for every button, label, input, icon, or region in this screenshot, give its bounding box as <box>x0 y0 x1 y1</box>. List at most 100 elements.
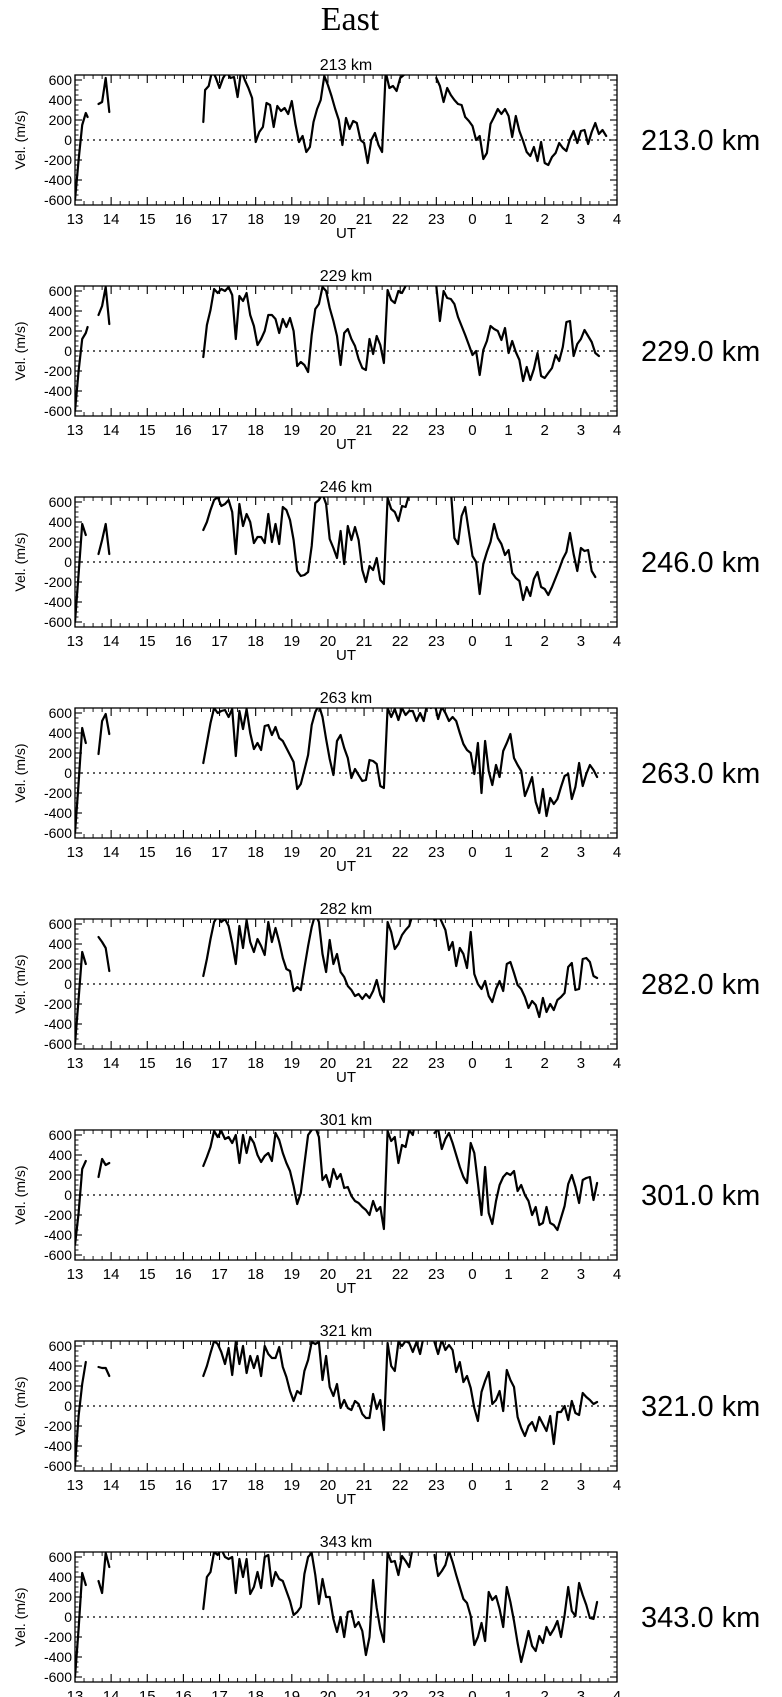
y-tick-label: -600 <box>44 1036 72 1052</box>
y-tick-label: -200 <box>44 996 72 1012</box>
y-tick-label: -400 <box>44 172 72 188</box>
panel-title: 301 km <box>320 1112 372 1129</box>
y-axis-label: Vel. (m/s) <box>12 532 28 591</box>
y-axis-label: Vel. (m/s) <box>12 1587 28 1646</box>
y-tick-label: -200 <box>44 785 72 801</box>
x-tick-label: 15 <box>139 211 156 228</box>
x-axis-label: UT <box>336 436 356 453</box>
y-axis-label: Vel. (m/s) <box>12 321 28 380</box>
x-tick-label: 23 <box>428 1477 445 1494</box>
altitude-label: 321.0 km <box>641 1391 760 1423</box>
x-tick-label: 14 <box>103 422 120 439</box>
panel-title: 343 km <box>320 1534 372 1551</box>
x-tick-label: 16 <box>175 211 192 228</box>
x-tick-label: 2 <box>541 211 549 228</box>
y-tick-label: 400 <box>49 1569 73 1585</box>
y-tick-label: -200 <box>44 1629 72 1645</box>
x-tick-label: 18 <box>247 1688 264 1697</box>
velocity-line-segment <box>433 1130 599 1232</box>
x-tick-label: 21 <box>356 422 373 439</box>
velocity-line-segment <box>97 1365 111 1378</box>
x-tick-label: 20 <box>320 1055 337 1072</box>
y-tick-label: -400 <box>44 594 72 610</box>
velocity-line-segment <box>97 935 111 973</box>
y-tick-label: -600 <box>44 614 72 630</box>
y-tick-label: 600 <box>49 1338 73 1354</box>
x-tick-label: 0 <box>468 844 476 861</box>
y-tick-label: 600 <box>49 72 73 88</box>
velocity-line-segment <box>435 76 608 167</box>
x-tick-label: 2 <box>541 1266 549 1283</box>
x-tick-label: 16 <box>175 1477 192 1494</box>
x-tick-label: 16 <box>175 1688 192 1697</box>
x-tick-label: 22 <box>392 422 409 439</box>
velocity-line-segment <box>75 1159 87 1247</box>
x-tick-label: 16 <box>175 1055 192 1072</box>
y-tick-label: -400 <box>44 383 72 399</box>
x-tick-label: 2 <box>541 1688 549 1697</box>
x-tick-label: 14 <box>103 633 120 650</box>
x-tick-label: 13 <box>67 422 84 439</box>
x-tick-label: 23 <box>428 1266 445 1283</box>
x-axis-label: UT <box>336 1280 356 1297</box>
y-tick-label: -200 <box>44 363 72 379</box>
y-tick-label: 200 <box>49 112 73 128</box>
x-tick-label: 4 <box>613 211 621 228</box>
x-tick-label: 3 <box>577 1055 585 1072</box>
altitude-label: 229.0 km <box>641 336 760 368</box>
x-tick-label: 21 <box>356 211 373 228</box>
y-tick-label: 600 <box>49 705 73 721</box>
y-tick-label: -600 <box>44 1247 72 1263</box>
x-tick-label: 4 <box>613 422 621 439</box>
x-tick-label: 17 <box>211 211 228 228</box>
x-tick-label: 21 <box>356 1055 373 1072</box>
x-tick-label: 0 <box>468 1266 476 1283</box>
data-series <box>75 497 597 624</box>
x-tick-label: 13 <box>67 211 84 228</box>
x-tick-label: 14 <box>103 844 120 861</box>
x-tick-label: 21 <box>356 1477 373 1494</box>
x-tick-label: 17 <box>211 1266 228 1283</box>
x-tick-label: 23 <box>428 1055 445 1072</box>
x-tick-label: 4 <box>613 1266 621 1283</box>
x-tick-label: 13 <box>67 1477 84 1494</box>
x-tick-label: 18 <box>247 1266 264 1283</box>
y-tick-label: 200 <box>49 1167 73 1183</box>
y-tick-label: 0 <box>64 1398 72 1414</box>
y-tick-label: 200 <box>49 1589 73 1605</box>
y-axis-label: Vel. (m/s) <box>12 110 28 169</box>
x-tick-label: 1 <box>504 1266 512 1283</box>
x-tick-label: 16 <box>175 844 192 861</box>
x-tick-label: 14 <box>103 1477 120 1494</box>
panel-title: 263 km <box>320 690 372 707</box>
x-tick-label: 3 <box>577 1266 585 1283</box>
x-tick-label: 19 <box>283 1266 300 1283</box>
x-tick-label: 18 <box>247 422 264 439</box>
x-tick-label: 21 <box>356 1266 373 1283</box>
y-tick-label: -600 <box>44 403 72 419</box>
x-tick-label: 2 <box>541 1477 549 1494</box>
x-tick-label: 2 <box>541 422 549 439</box>
x-tick-label: 20 <box>320 844 337 861</box>
x-tick-label: 23 <box>428 1688 445 1697</box>
x-tick-label: 17 <box>211 633 228 650</box>
x-tick-label: 19 <box>283 633 300 650</box>
x-tick-label: 13 <box>67 1055 84 1072</box>
panel-title: 229 km <box>320 268 372 285</box>
y-tick-label: -400 <box>44 1227 72 1243</box>
x-tick-label: 0 <box>468 422 476 439</box>
x-tick-label: 18 <box>247 211 264 228</box>
x-tick-label: 1 <box>504 211 512 228</box>
x-tick-label: 1 <box>504 1055 512 1072</box>
x-tick-label: 4 <box>613 633 621 650</box>
x-tick-label: 4 <box>613 1055 621 1072</box>
x-tick-label: 3 <box>577 1477 585 1494</box>
x-tick-label: 3 <box>577 422 585 439</box>
y-tick-label: 200 <box>49 1378 73 1394</box>
x-tick-label: 16 <box>175 633 192 650</box>
panel-title: 282 km <box>320 901 372 918</box>
x-tick-label: 19 <box>283 422 300 439</box>
y-tick-label: 0 <box>64 554 72 570</box>
y-tick-label: 600 <box>49 283 73 299</box>
